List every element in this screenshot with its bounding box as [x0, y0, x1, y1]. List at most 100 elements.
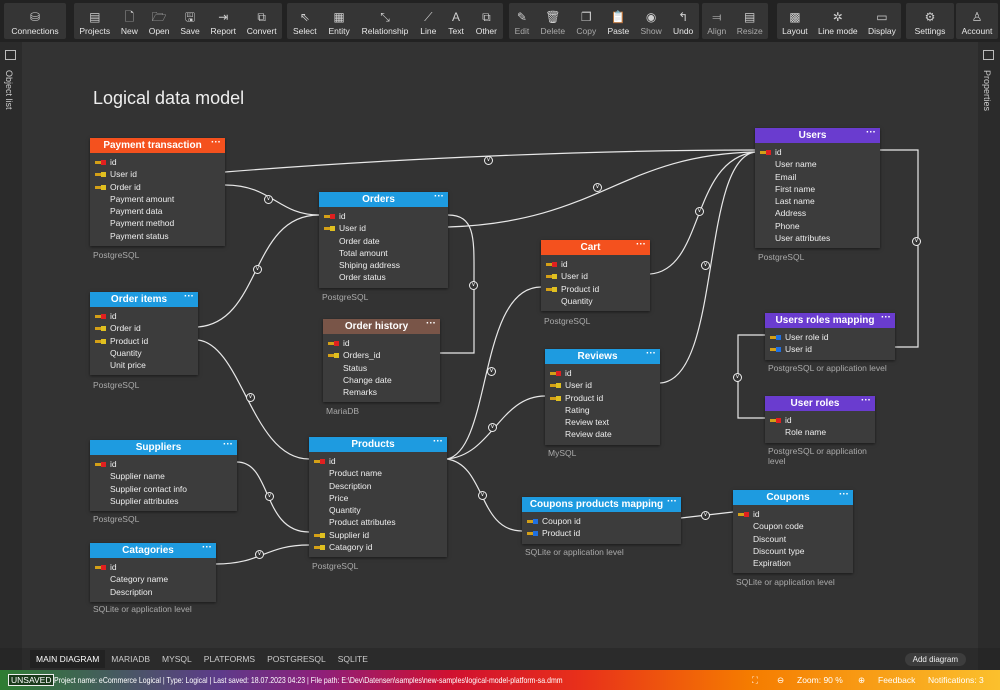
rel-rolesmapping-roles[interactable] [737, 334, 765, 419]
entity-attribute[interactable]: id [90, 310, 198, 322]
entity-users-roles-mapping[interactable]: Users roles mapping ··· User role id User i… [765, 312, 895, 360]
entity-header[interactable]: Coupons ··· [733, 489, 853, 505]
entity-attribute[interactable]: Last name [755, 195, 880, 207]
cardinality-marker-icon[interactable]: ∨ [255, 550, 264, 559]
rel-payment-orders[interactable] [224, 184, 320, 216]
entity-attribute[interactable]: id [765, 414, 875, 426]
select-button[interactable]: ⇖ Select [291, 3, 319, 39]
fullscreen-icon[interactable]: ⛶ [752, 675, 758, 685]
rel-reviews-users[interactable] [659, 151, 756, 384]
entity-attribute[interactable]: User id [541, 270, 650, 282]
entity-menu-icon[interactable]: ··· [434, 191, 444, 202]
rel-users-rolesmapping[interactable] [880, 149, 919, 348]
notifications-link[interactable]: Notifications: 3 [928, 675, 984, 685]
entity-attribute[interactable]: Change date [323, 374, 440, 386]
entity-attribute[interactable]: Product name [309, 467, 447, 479]
entity-attribute[interactable]: id [90, 156, 225, 168]
entity-attribute[interactable]: id [755, 146, 880, 158]
entity-attribute[interactable]: Description [309, 480, 447, 492]
entity-attribute[interactable]: Product attributes [309, 516, 447, 528]
entity-attribute[interactable]: Supplier attributes [90, 495, 237, 507]
show-button[interactable]: ◉ Show [638, 3, 663, 39]
entity-attribute[interactable]: Email [755, 171, 880, 183]
entity-header[interactable]: Payment transaction ··· [90, 137, 225, 153]
cardinality-marker-icon[interactable]: ∨ [478, 491, 487, 500]
tab-mariadb[interactable]: MARIADB [111, 654, 151, 664]
entity-attribute[interactable]: Shiping address [319, 259, 448, 271]
cardinality-marker-icon[interactable]: ∨ [264, 195, 273, 204]
entity-attribute[interactable]: id [545, 367, 660, 379]
entity-attribute[interactable]: Order date [319, 235, 448, 247]
paste-button[interactable]: 📋 Paste [605, 3, 631, 39]
cardinality-marker-icon[interactable]: ∨ [912, 237, 921, 246]
rel-orders-users[interactable] [447, 151, 756, 228]
entity-menu-icon[interactable]: ··· [211, 137, 221, 148]
entity-attribute[interactable]: Address [755, 207, 880, 219]
tab-postgresql[interactable]: POSTGRESQL [267, 654, 326, 664]
entity-attribute[interactable]: Coupon code [733, 520, 853, 532]
entity-attribute[interactable]: id [90, 561, 216, 573]
entity-attribute[interactable]: User id [319, 222, 448, 234]
feedback-link[interactable]: Feedback [878, 675, 916, 685]
panel-icon[interactable] [5, 50, 16, 60]
entity-user-roles[interactable]: User roles ··· id Role name [765, 395, 875, 443]
entity-attribute[interactable]: User role id [765, 331, 895, 343]
settings-button[interactable]: ⚙ Settings [913, 3, 948, 39]
entity-suppliers[interactable]: Suppliers ··· id Supplier name Supplier cont… [90, 439, 237, 512]
entity-payment-transaction[interactable]: Payment transaction ··· id User id Order id P… [90, 137, 225, 247]
entity-attribute[interactable]: User id [90, 168, 225, 180]
properties-label[interactable]: Properties [982, 70, 992, 112]
entity-attribute[interactable]: id [541, 258, 650, 270]
entity-header[interactable]: Catagories ··· [90, 542, 216, 558]
entity-attribute[interactable]: Supplier contact info [90, 483, 237, 495]
entity-attribute[interactable]: id [90, 458, 237, 470]
cardinality-marker-icon[interactable]: ∨ [488, 423, 497, 432]
entity-menu-icon[interactable]: ··· [223, 439, 233, 450]
entity-attribute[interactable]: id [323, 337, 440, 349]
other-button[interactable]: ⧉ Other [474, 3, 499, 39]
entity-orders[interactable]: Orders ··· id User id Order date Total amount… [319, 191, 448, 288]
cardinality-marker-icon[interactable]: ∨ [733, 373, 742, 382]
cardinality-marker-icon[interactable]: ∨ [265, 492, 274, 501]
entity-menu-icon[interactable]: ··· [433, 436, 443, 447]
entity-attribute[interactable]: First name [755, 183, 880, 195]
entity-menu-icon[interactable]: ··· [646, 348, 656, 359]
relationship-button[interactable]: ⤡ Relationship [360, 3, 411, 39]
layout-button[interactable]: ▩ Layout [780, 3, 810, 39]
tab-mysql[interactable]: MYSQL [162, 654, 192, 664]
entity-attribute[interactable]: Product id [541, 283, 650, 295]
entity-menu-icon[interactable]: ··· [184, 291, 194, 302]
entity-attribute[interactable]: Payment status [90, 230, 225, 242]
zoom-in-icon[interactable]: ⊕ [858, 675, 866, 685]
display-button[interactable]: ▭ Display [866, 3, 898, 39]
entity-header[interactable]: Products ··· [309, 436, 447, 452]
entity-attribute[interactable]: Catagory id [309, 541, 447, 553]
entity-header[interactable]: Suppliers ··· [90, 439, 237, 455]
copy-button[interactable]: ❐ Copy [574, 3, 598, 39]
entity-attribute[interactable]: Supplier id [309, 529, 447, 541]
entity-header[interactable]: Users ··· [755, 127, 880, 143]
connections-button[interactable]: ⛁ Connections [9, 3, 60, 39]
entity-attribute[interactable]: Payment method [90, 217, 225, 229]
entity-attribute[interactable]: Phone [755, 220, 880, 232]
entity-attribute[interactable]: Product id [545, 392, 660, 404]
entity-attribute[interactable]: Role name [765, 426, 875, 438]
entity-cart[interactable]: Cart ··· id User id Product id Quantity [541, 239, 650, 312]
cardinality-marker-icon[interactable]: ∨ [484, 156, 493, 165]
entity-attribute[interactable]: User id [545, 379, 660, 391]
edit-button[interactable]: ✎ Edit [513, 3, 532, 39]
convert-button[interactable]: ⧉ Convert [245, 3, 279, 39]
cardinality-marker-icon[interactable]: ∨ [701, 261, 710, 270]
entity-attribute[interactable]: id [733, 508, 853, 520]
rel-payment-users[interactable] [224, 149, 756, 173]
entity-header[interactable]: Users roles mapping ··· [765, 312, 895, 328]
cardinality-marker-icon[interactable]: ∨ [246, 393, 255, 402]
entity-attribute[interactable]: Review date [545, 428, 660, 440]
entity-menu-icon[interactable]: ··· [667, 496, 677, 507]
projects-button[interactable]: ▤ Projects [77, 3, 112, 39]
entity-catagories[interactable]: Catagories ··· id Category name Description [90, 542, 216, 602]
entity-attribute[interactable]: Unit price [90, 359, 198, 371]
entity-header[interactable]: Orders ··· [319, 191, 448, 207]
entity-attribute[interactable]: Expiration [733, 557, 853, 569]
new-button[interactable]: 🗋 New [119, 3, 140, 39]
